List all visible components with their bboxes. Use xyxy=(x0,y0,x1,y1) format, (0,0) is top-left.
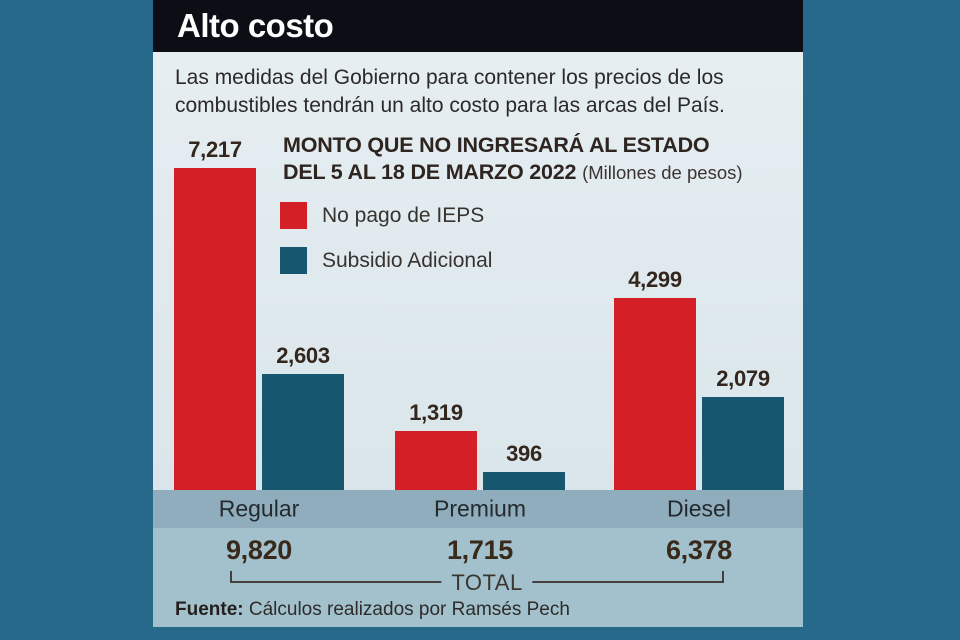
category-label-diesel: Diesel xyxy=(667,495,731,522)
total-value-regular: 9,820 xyxy=(225,535,293,565)
legend-label: No pago de IEPS xyxy=(322,203,485,227)
chart-title-line-2: DEL 5 AL 18 DE MARZO 2022 (Millones de p… xyxy=(283,160,743,184)
subtitle-line-1: Las medidas del Gobierno para contener l… xyxy=(175,66,724,89)
bar-value-regular-no-pago-de-ieps: 7,217 xyxy=(188,137,242,162)
chart-title: MONTO QUE NO INGRESARÁ AL ESTADO DEL 5 A… xyxy=(283,132,783,186)
page-title: Alto costo xyxy=(177,7,334,44)
source-label: Fuente: xyxy=(175,599,244,620)
source-text: Cálculos realizados por Ramsés Pech xyxy=(243,599,570,620)
bar-value-diesel-no-pago-de-ieps: 4,299 xyxy=(628,267,682,292)
infographic-card: Alto costo Las medidas del Gobierno para… xyxy=(153,0,803,627)
category-label-premium: Premium xyxy=(433,495,527,522)
chart-units: (Millones de pesos) xyxy=(582,162,743,183)
bar-plot: 7,217 2,603 1,319 396 4,299 2,079 xyxy=(153,52,803,490)
subtitle: Las medidas del Gobierno para contener l… xyxy=(175,64,781,120)
bar-premium-no-pago-de-ieps xyxy=(395,431,477,490)
legend-swatch-icon xyxy=(280,202,307,229)
bar-regular-no-pago-de-ieps xyxy=(174,168,256,490)
legend-item-subsidio-adicional: Subsidio Adicional xyxy=(280,247,492,274)
category-label-regular: Regular xyxy=(218,495,300,522)
subtitle-line-2: combustibles tendrán un alto costo para … xyxy=(175,94,725,117)
bar-value-diesel-subsidio-adicional: 2,079 xyxy=(716,366,770,391)
bar-regular-subsidio-adicional xyxy=(262,374,344,490)
title-bar: Alto costo xyxy=(153,0,803,52)
total-value-diesel: 6,378 xyxy=(665,535,733,565)
bar-diesel-no-pago-de-ieps xyxy=(614,298,696,490)
chart-title-line-1: MONTO QUE NO INGRESARÁ AL ESTADO xyxy=(283,133,710,157)
legend-label: Subsidio Adicional xyxy=(322,248,493,272)
chart-legend: No pago de IEPS Subsidio Adicional xyxy=(280,202,492,274)
source-note: Fuente: Cálculos realizados por Ramsés P… xyxy=(175,599,570,621)
legend-item-no-pago-de-ieps: No pago de IEPS xyxy=(280,202,492,229)
bar-value-regular-subsidio-adicional: 2,603 xyxy=(276,343,330,368)
totals-section: TOTAL Fuente: Cálculos realizados por Ra… xyxy=(153,528,803,627)
chart-area: Las medidas del Gobierno para contener l… xyxy=(153,52,803,627)
bar-value-premium-no-pago-de-ieps: 1,319 xyxy=(409,400,463,425)
total-value-premium: 1,715 xyxy=(446,535,514,565)
category-band: Regular Premium Diesel xyxy=(153,490,803,528)
bar-diesel-subsidio-adicional xyxy=(702,397,784,490)
bar-premium-subsidio-adicional xyxy=(483,472,565,490)
bar-value-premium-subsidio-adicional: 396 xyxy=(506,441,542,466)
legend-swatch-icon xyxy=(280,247,307,274)
total-label: TOTAL xyxy=(441,570,533,596)
